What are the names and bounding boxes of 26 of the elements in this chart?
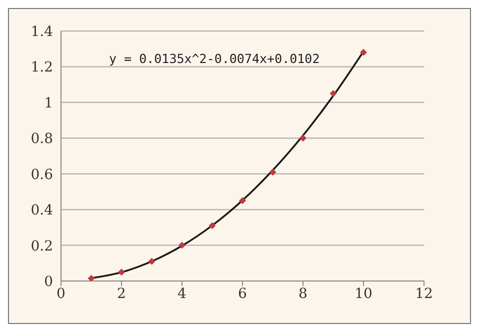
- x-tick-label: 4: [178, 286, 187, 302]
- x-tick-label: 10: [354, 286, 372, 302]
- point: [239, 197, 246, 204]
- x-tick-label: 0: [56, 286, 66, 302]
- y-tick-label: 1: [44, 95, 53, 112]
- point: [118, 268, 125, 276]
- x-tick-label: 2: [117, 286, 126, 302]
- y-tick-label: 0.8: [30, 131, 53, 148]
- point: [148, 258, 156, 265]
- point: [360, 48, 367, 56]
- point: [300, 134, 306, 142]
- y-tick-label: 1.4: [30, 24, 54, 40]
- annotation: y = 0.0135x^2-0.0074x+0.0102: [109, 51, 320, 66]
- y-tick-label: 0: [44, 274, 53, 290]
- point: [269, 168, 276, 176]
- point: [88, 274, 95, 281]
- point: [178, 242, 186, 249]
- y-tick-label: 0.2: [30, 238, 53, 254]
- y-tick-label: 1.2: [30, 60, 53, 76]
- point: [208, 222, 216, 230]
- x-tick-label: 8: [298, 286, 308, 302]
- point: [330, 90, 337, 97]
- y-tick-label: 0.4: [30, 202, 54, 219]
- x-tick-label: 6: [238, 286, 248, 302]
- y-tick-label: 0.6: [30, 166, 54, 183]
- x-tick-label: 12: [415, 286, 433, 302]
